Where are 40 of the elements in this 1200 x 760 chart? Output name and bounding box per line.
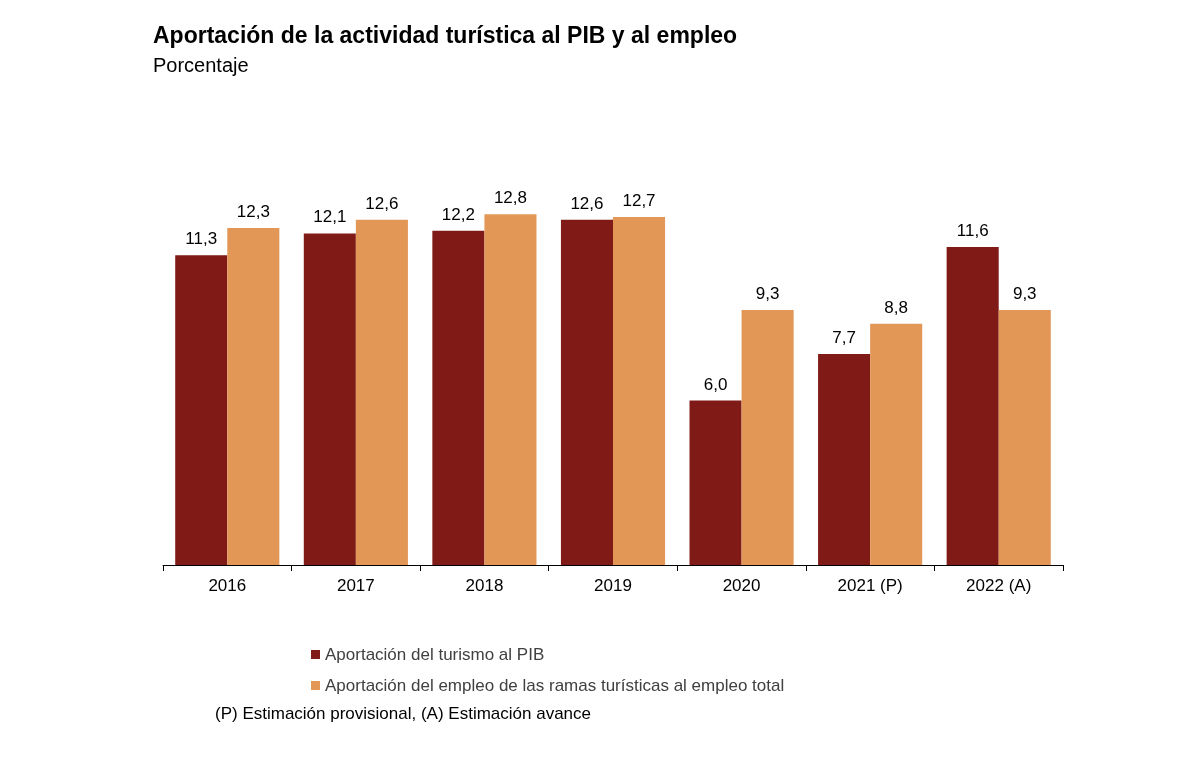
bar [946, 247, 999, 565]
bar [484, 214, 537, 565]
data-label: 7,7 [832, 327, 856, 347]
bar [227, 227, 280, 565]
text: (P) Estimación provisional, (A) Estimación avance [215, 704, 592, 723]
data-label: 12,8 [493, 188, 528, 208]
data-label: 8,8 [884, 297, 908, 317]
bar [818, 353, 871, 565]
data-label: 12,1 [313, 207, 347, 227]
bar [741, 310, 794, 565]
x-tick-label: 2019 [594, 576, 632, 595]
x-tick-label: 2017 [336, 576, 375, 595]
chart-subtitle: Porcentaje [153, 54, 249, 76]
legend-label: Aportación del empleo de las ramas turísticas al empleo total [325, 676, 785, 695]
x-tick-label: 2020 [722, 576, 761, 595]
data-label: 12,3 [236, 201, 270, 221]
bar [689, 400, 742, 565]
bar [560, 219, 613, 565]
bar [432, 230, 485, 565]
data-label: 12,2 [441, 204, 475, 224]
bar [355, 219, 408, 565]
data-label: 11,3 [185, 229, 218, 249]
bar [998, 310, 1051, 565]
bar [303, 233, 356, 565]
data-label: 11,6 [956, 221, 989, 241]
data-label: 9,3 [1012, 284, 1037, 304]
x-tick-label: 2016 [208, 576, 247, 595]
data-label: 12,6 [365, 193, 399, 213]
x-tick-label: 2018 [465, 576, 504, 595]
bar [870, 323, 923, 565]
data-label: 12,7 [622, 190, 656, 210]
legend-label: Aportación del turismo al PIB [325, 645, 545, 664]
bar [613, 216, 666, 565]
data-label: 6,0 [703, 374, 728, 394]
x-tick-label: 2022 (A) [966, 576, 1032, 595]
chart-title: Aportación de la actividad turística al PIB y al empleo [153, 21, 738, 48]
data-label: 12,6 [570, 193, 604, 213]
bar [175, 255, 228, 565]
data-label: 9,3 [755, 284, 780, 304]
x-tick-label: 2021 (P) [837, 576, 903, 595]
